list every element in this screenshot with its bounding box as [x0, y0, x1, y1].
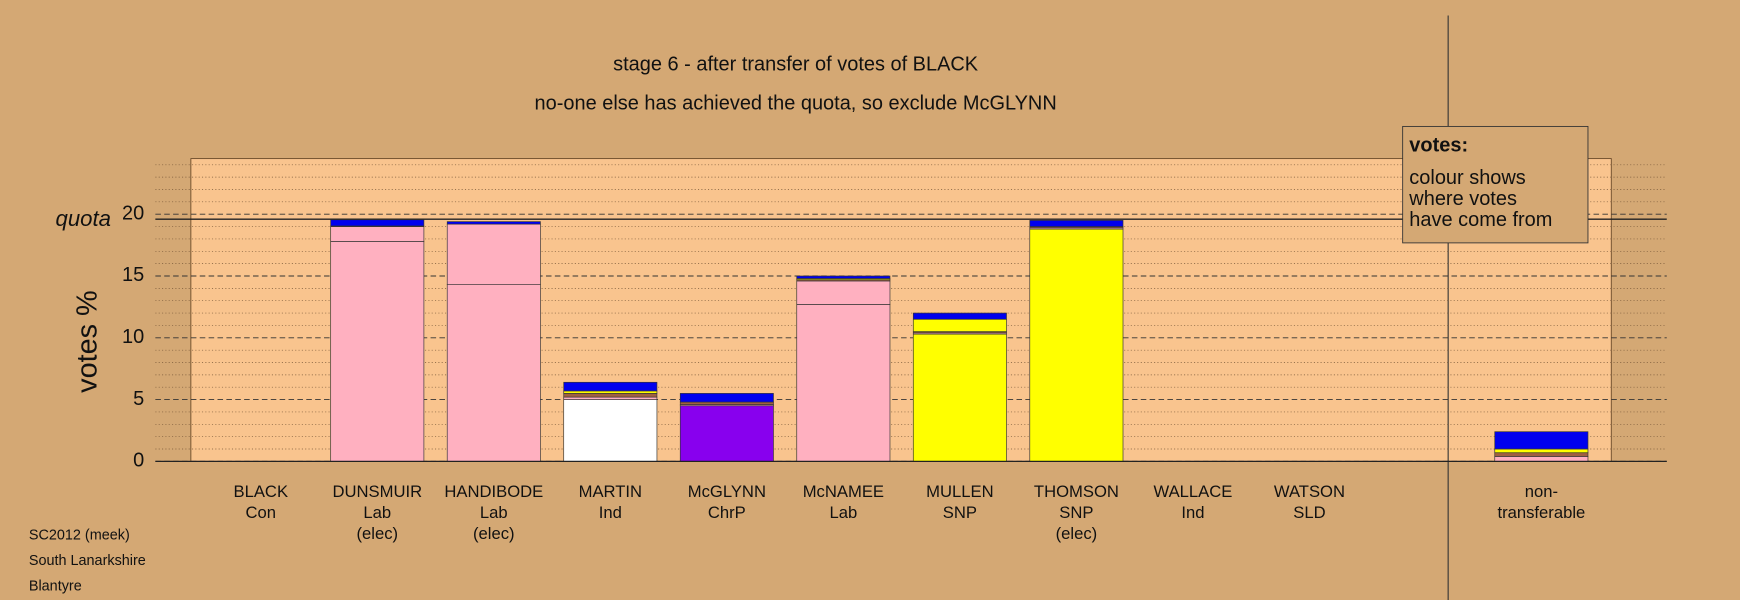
bar-segment	[330, 219, 425, 227]
x-tick-label: MULLEN	[926, 482, 993, 501]
note-line: have come from	[1409, 209, 1552, 231]
bar-segment	[446, 223, 541, 285]
x-tick-label: THOMSON	[1034, 482, 1119, 501]
bar-segment	[796, 280, 891, 305]
bar-segment	[563, 390, 658, 394]
marks: 0 5 10 15 20 quota BLACK Con DUNSMUIR Lab (elec) HA…	[55, 164, 1667, 543]
bar-segment	[563, 381, 658, 392]
bar-segment	[1029, 228, 1124, 462]
x-tick-label: non-	[1525, 482, 1558, 501]
bar-segment	[679, 401, 774, 405]
bar-segment	[563, 399, 658, 462]
x-tick-label: HANDIBODE	[444, 482, 543, 501]
x-tick-label: Lab	[480, 503, 508, 522]
x-tick-label: Lab	[829, 503, 857, 522]
note-line: colour shows	[1409, 167, 1526, 189]
bar-segment	[912, 333, 1007, 462]
x-tick-label: Ind	[599, 503, 622, 522]
bar-segment	[796, 275, 891, 279]
x-tick-label: WALLACE	[1153, 482, 1232, 501]
bar-segment	[1494, 431, 1589, 450]
x-tick-label: transferable	[1497, 503, 1585, 522]
footer-text: Blantyre	[29, 579, 82, 595]
x-tick-label: SNP	[1059, 503, 1093, 522]
bar-segment	[446, 221, 541, 225]
note-box	[1402, 125, 1589, 244]
footer-text: South Lanarkshire	[29, 553, 146, 569]
x-tick-label: McGLYNN	[688, 482, 766, 501]
bar-segment	[563, 396, 658, 400]
chart-title: stage 6 - after transfer of votes of BLA…	[613, 54, 979, 76]
bar-segment	[1494, 456, 1589, 462]
y-tick-label: 5	[133, 388, 144, 410]
plot-area	[190, 158, 1612, 462]
x-tick-label: DUNSMUIR	[332, 482, 422, 501]
y-tick-label: 10	[122, 326, 144, 348]
x-tick-label: (elec)	[357, 524, 399, 543]
x-tick-label: McNAMEE	[803, 482, 884, 501]
x-tick-label: MARTIN	[579, 482, 642, 501]
bar-segment	[1029, 220, 1124, 227]
bar-segment	[1494, 452, 1589, 457]
bar-segment	[679, 393, 774, 403]
x-tick-label: (elec)	[1056, 524, 1098, 543]
bar-segment	[912, 312, 1007, 320]
x-tick-label: Lab	[363, 503, 391, 522]
quota-label: quota	[55, 206, 111, 231]
x-tick-label: Con	[246, 503, 277, 522]
y-axis-label: votes %	[71, 290, 103, 393]
x-tick-label: WATSON	[1274, 482, 1345, 501]
bar-segment	[912, 318, 1007, 332]
bar-segment	[679, 405, 774, 462]
y-tick-label: 0	[133, 450, 144, 472]
x-tick-label: (elec)	[473, 524, 515, 543]
x-tick-label: ChrP	[708, 503, 746, 522]
y-tick-label: 20	[122, 202, 144, 224]
bar-segment	[446, 284, 541, 462]
bar-segment	[330, 226, 425, 242]
bar-segment	[563, 393, 658, 398]
x-tick-label: SLD	[1293, 503, 1325, 522]
footer-text: SC2012 (meek)	[29, 527, 130, 543]
bar-segment	[1494, 448, 1589, 454]
note-title: votes:	[1409, 135, 1468, 157]
note-line: where votes	[1408, 188, 1517, 210]
x-tick-label: Ind	[1181, 503, 1204, 522]
x-tick-label: BLACK	[234, 482, 289, 501]
chart-subtitle: no-one else has achieved the quota, so e…	[535, 93, 1057, 115]
y-tick-label: 15	[122, 264, 144, 286]
x-tick-label: SNP	[943, 503, 977, 522]
bar-segment	[330, 241, 425, 462]
bar-segment	[796, 304, 891, 462]
